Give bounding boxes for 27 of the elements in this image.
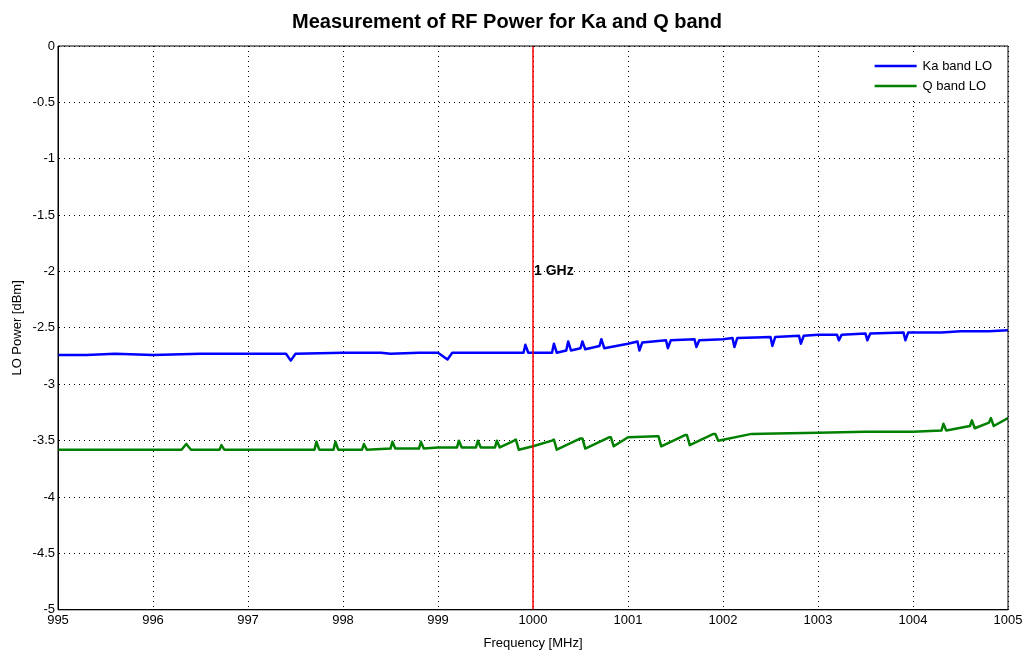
y-axis-title: LO Power [dBm]	[9, 280, 25, 376]
y-tick-label: -4.5	[32, 545, 55, 560]
x-tick-label: 1000	[518, 612, 548, 628]
x-tick-label: 997	[237, 612, 259, 628]
x-tick-label: 996	[142, 612, 164, 628]
x-tick-label: 998	[332, 612, 354, 628]
x-tick-label: 1004	[898, 612, 928, 628]
legend-label: Ka band LO	[922, 57, 992, 73]
y-tick-label: -2	[43, 263, 55, 279]
x-tick-label: 1001	[613, 612, 643, 628]
x-tick-label: 1005	[993, 612, 1023, 628]
y-tick-label: -1.5	[32, 206, 55, 222]
y-tick-label: -0.5	[32, 93, 55, 109]
chart-title: Measurement of RF Power for Ka and Q band	[291, 9, 723, 32]
y-tick-label: -1	[43, 150, 55, 166]
x-tick-label: 1002	[708, 612, 738, 628]
y-tick-label: -2.5	[32, 319, 55, 335]
legend-label: Q band LO	[922, 77, 987, 93]
x-tick-label: 1003	[803, 612, 833, 628]
x-axis-title: Frequency [MHz]	[483, 634, 583, 650]
y-tick-label: -3.5	[32, 432, 55, 448]
ref-line-label: 1 GHz	[534, 262, 574, 279]
x-tick-label: 999	[427, 612, 449, 628]
y-tick-label: -3	[43, 375, 55, 391]
y-tick-label: -4	[43, 488, 55, 504]
y-tick-label: 0	[47, 37, 55, 53]
x-tick-label: 995	[47, 612, 69, 628]
